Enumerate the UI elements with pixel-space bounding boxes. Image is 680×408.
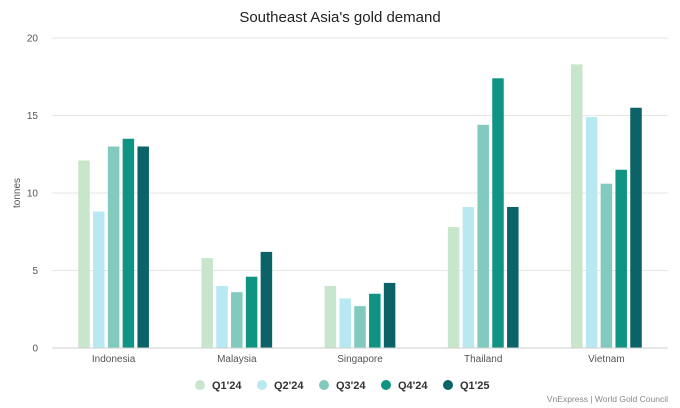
legend-label: Q4'24 bbox=[398, 380, 428, 392]
y-tick-label: 20 bbox=[27, 34, 39, 45]
bar bbox=[630, 107, 642, 348]
y-tick-label: 10 bbox=[27, 189, 39, 200]
bar bbox=[201, 258, 213, 348]
bar bbox=[615, 169, 627, 348]
bar bbox=[477, 124, 489, 348]
x-tick-label: Thailand bbox=[464, 354, 502, 365]
bar bbox=[122, 138, 135, 348]
grid-lines bbox=[52, 37, 668, 271]
bar bbox=[571, 64, 583, 348]
legend: Q1'24 Q2'24 Q3'24 Q4'24 Q1'25 bbox=[195, 380, 490, 392]
bar bbox=[245, 276, 258, 348]
bar bbox=[216, 286, 228, 348]
x-tick-label: Malaysia bbox=[217, 354, 257, 365]
bar bbox=[585, 117, 598, 348]
bar bbox=[492, 78, 504, 349]
x-axis-ticks: Indonesia Malaysia Singapore Thailand Vietna… bbox=[92, 354, 625, 365]
bar bbox=[383, 282, 396, 348]
y-tick-label: 5 bbox=[32, 266, 38, 277]
legend-swatch bbox=[443, 380, 453, 390]
bar bbox=[339, 298, 351, 348]
bar bbox=[231, 292, 243, 348]
x-tick-label: Singapore bbox=[337, 354, 383, 365]
bar bbox=[93, 211, 105, 348]
legend-swatch bbox=[257, 380, 267, 390]
legend-swatch bbox=[195, 380, 205, 390]
bar bbox=[369, 293, 381, 348]
y-tick-label: 15 bbox=[27, 111, 39, 122]
bar bbox=[600, 183, 613, 348]
bar bbox=[107, 146, 120, 348]
legend-label: Q3'24 bbox=[336, 380, 366, 392]
bar bbox=[507, 206, 519, 348]
bars bbox=[78, 64, 642, 349]
y-axis-ticks: 0 5 10 15 20 bbox=[27, 34, 39, 355]
legend-swatch bbox=[381, 380, 391, 390]
bar bbox=[260, 251, 273, 348]
y-tick-label: 0 bbox=[32, 344, 38, 355]
y-axis-label: tonnes bbox=[12, 178, 23, 208]
legend-label: Q1'24 bbox=[212, 380, 242, 392]
bar bbox=[462, 206, 475, 348]
x-tick-label: Indonesia bbox=[92, 354, 136, 365]
bar bbox=[324, 286, 337, 348]
bar bbox=[78, 160, 90, 348]
legend-label: Q1'25 bbox=[460, 380, 490, 392]
bar bbox=[354, 306, 366, 348]
legend-label: Q2'24 bbox=[274, 380, 304, 392]
legend-swatch bbox=[319, 380, 329, 390]
source-note: VnExpress | World Gold Council bbox=[547, 394, 668, 404]
x-tick-label: Vietnam bbox=[588, 354, 625, 365]
bar bbox=[137, 146, 149, 348]
bar bbox=[447, 227, 460, 348]
chart-title: Southeast Asia's gold demand bbox=[239, 9, 440, 26]
